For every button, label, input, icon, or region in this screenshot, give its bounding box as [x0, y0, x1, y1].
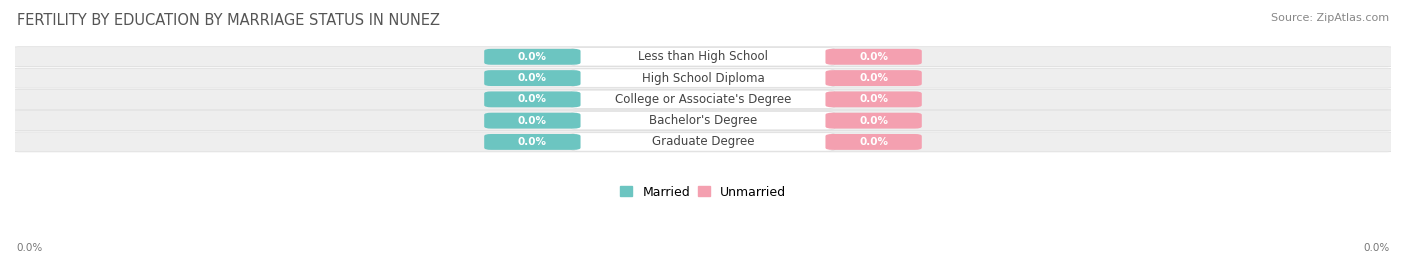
FancyBboxPatch shape [571, 133, 835, 151]
FancyBboxPatch shape [825, 113, 922, 129]
FancyBboxPatch shape [484, 113, 581, 129]
Legend: Married, Unmarried: Married, Unmarried [620, 186, 786, 199]
FancyBboxPatch shape [571, 48, 835, 66]
Text: Graduate Degree: Graduate Degree [652, 135, 754, 148]
FancyBboxPatch shape [10, 89, 1396, 109]
Text: 0.0%: 0.0% [517, 116, 547, 126]
FancyBboxPatch shape [571, 90, 835, 109]
FancyBboxPatch shape [10, 111, 1396, 131]
Text: 0.0%: 0.0% [17, 243, 44, 253]
FancyBboxPatch shape [571, 69, 835, 87]
Text: Source: ZipAtlas.com: Source: ZipAtlas.com [1271, 13, 1389, 23]
FancyBboxPatch shape [484, 91, 581, 107]
FancyBboxPatch shape [825, 91, 922, 107]
Text: 0.0%: 0.0% [517, 94, 547, 104]
Text: 0.0%: 0.0% [859, 116, 889, 126]
FancyBboxPatch shape [484, 134, 581, 150]
Text: 0.0%: 0.0% [859, 73, 889, 83]
FancyBboxPatch shape [825, 70, 922, 86]
Text: 0.0%: 0.0% [517, 137, 547, 147]
Text: College or Associate's Degree: College or Associate's Degree [614, 93, 792, 106]
Text: High School Diploma: High School Diploma [641, 72, 765, 84]
Text: 0.0%: 0.0% [517, 52, 547, 62]
FancyBboxPatch shape [825, 134, 922, 150]
Text: 0.0%: 0.0% [859, 94, 889, 104]
Text: Less than High School: Less than High School [638, 50, 768, 63]
FancyBboxPatch shape [10, 132, 1396, 152]
Text: Bachelor's Degree: Bachelor's Degree [650, 114, 756, 127]
Text: FERTILITY BY EDUCATION BY MARRIAGE STATUS IN NUNEZ: FERTILITY BY EDUCATION BY MARRIAGE STATU… [17, 13, 440, 29]
Text: 0.0%: 0.0% [1362, 243, 1389, 253]
Text: 0.0%: 0.0% [517, 73, 547, 83]
FancyBboxPatch shape [10, 47, 1396, 67]
FancyBboxPatch shape [484, 70, 581, 86]
Text: 0.0%: 0.0% [859, 52, 889, 62]
FancyBboxPatch shape [825, 49, 922, 65]
FancyBboxPatch shape [571, 111, 835, 130]
FancyBboxPatch shape [484, 49, 581, 65]
Text: 0.0%: 0.0% [859, 137, 889, 147]
FancyBboxPatch shape [10, 68, 1396, 88]
